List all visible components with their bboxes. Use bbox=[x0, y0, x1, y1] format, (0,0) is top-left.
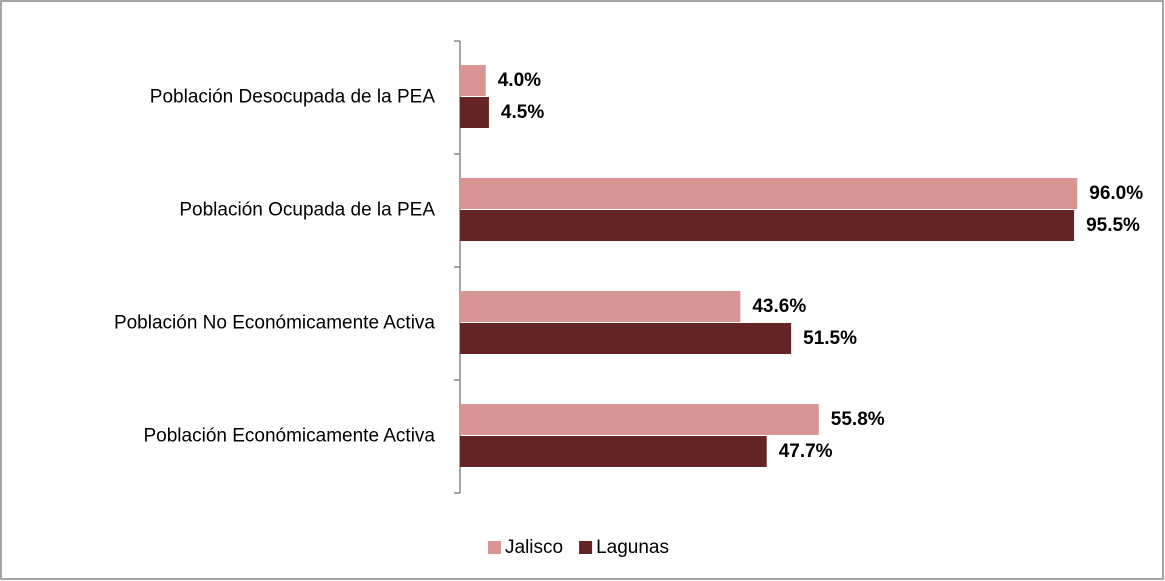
bar bbox=[460, 436, 767, 467]
bar bbox=[460, 210, 1075, 241]
value-label: 47.7% bbox=[779, 441, 833, 462]
legend-label: Lagunas bbox=[596, 537, 669, 558]
value-label: 55.8% bbox=[831, 409, 885, 430]
bar bbox=[460, 97, 489, 128]
value-label: 95.5% bbox=[1086, 215, 1140, 236]
bar bbox=[460, 404, 819, 435]
category-label: Población No Económicamente Activa bbox=[114, 313, 435, 334]
category-label: Población Ocupada de la PEA bbox=[179, 200, 435, 221]
legend-swatch bbox=[488, 541, 501, 554]
bar bbox=[460, 65, 486, 96]
value-label: 4.5% bbox=[501, 102, 544, 123]
legend-swatch bbox=[579, 541, 593, 554]
bar bbox=[460, 178, 1078, 209]
bar bbox=[460, 323, 792, 354]
bar bbox=[460, 291, 741, 322]
value-label: 43.6% bbox=[752, 296, 806, 317]
value-label: 96.0% bbox=[1089, 183, 1143, 204]
category-label: Población Desocupada de la PEA bbox=[150, 87, 436, 108]
value-label: 4.0% bbox=[498, 70, 541, 91]
value-label: 51.5% bbox=[803, 328, 857, 349]
category-label: Población Económicamente Activa bbox=[144, 426, 436, 447]
legend-label: Jalisco bbox=[505, 537, 563, 558]
